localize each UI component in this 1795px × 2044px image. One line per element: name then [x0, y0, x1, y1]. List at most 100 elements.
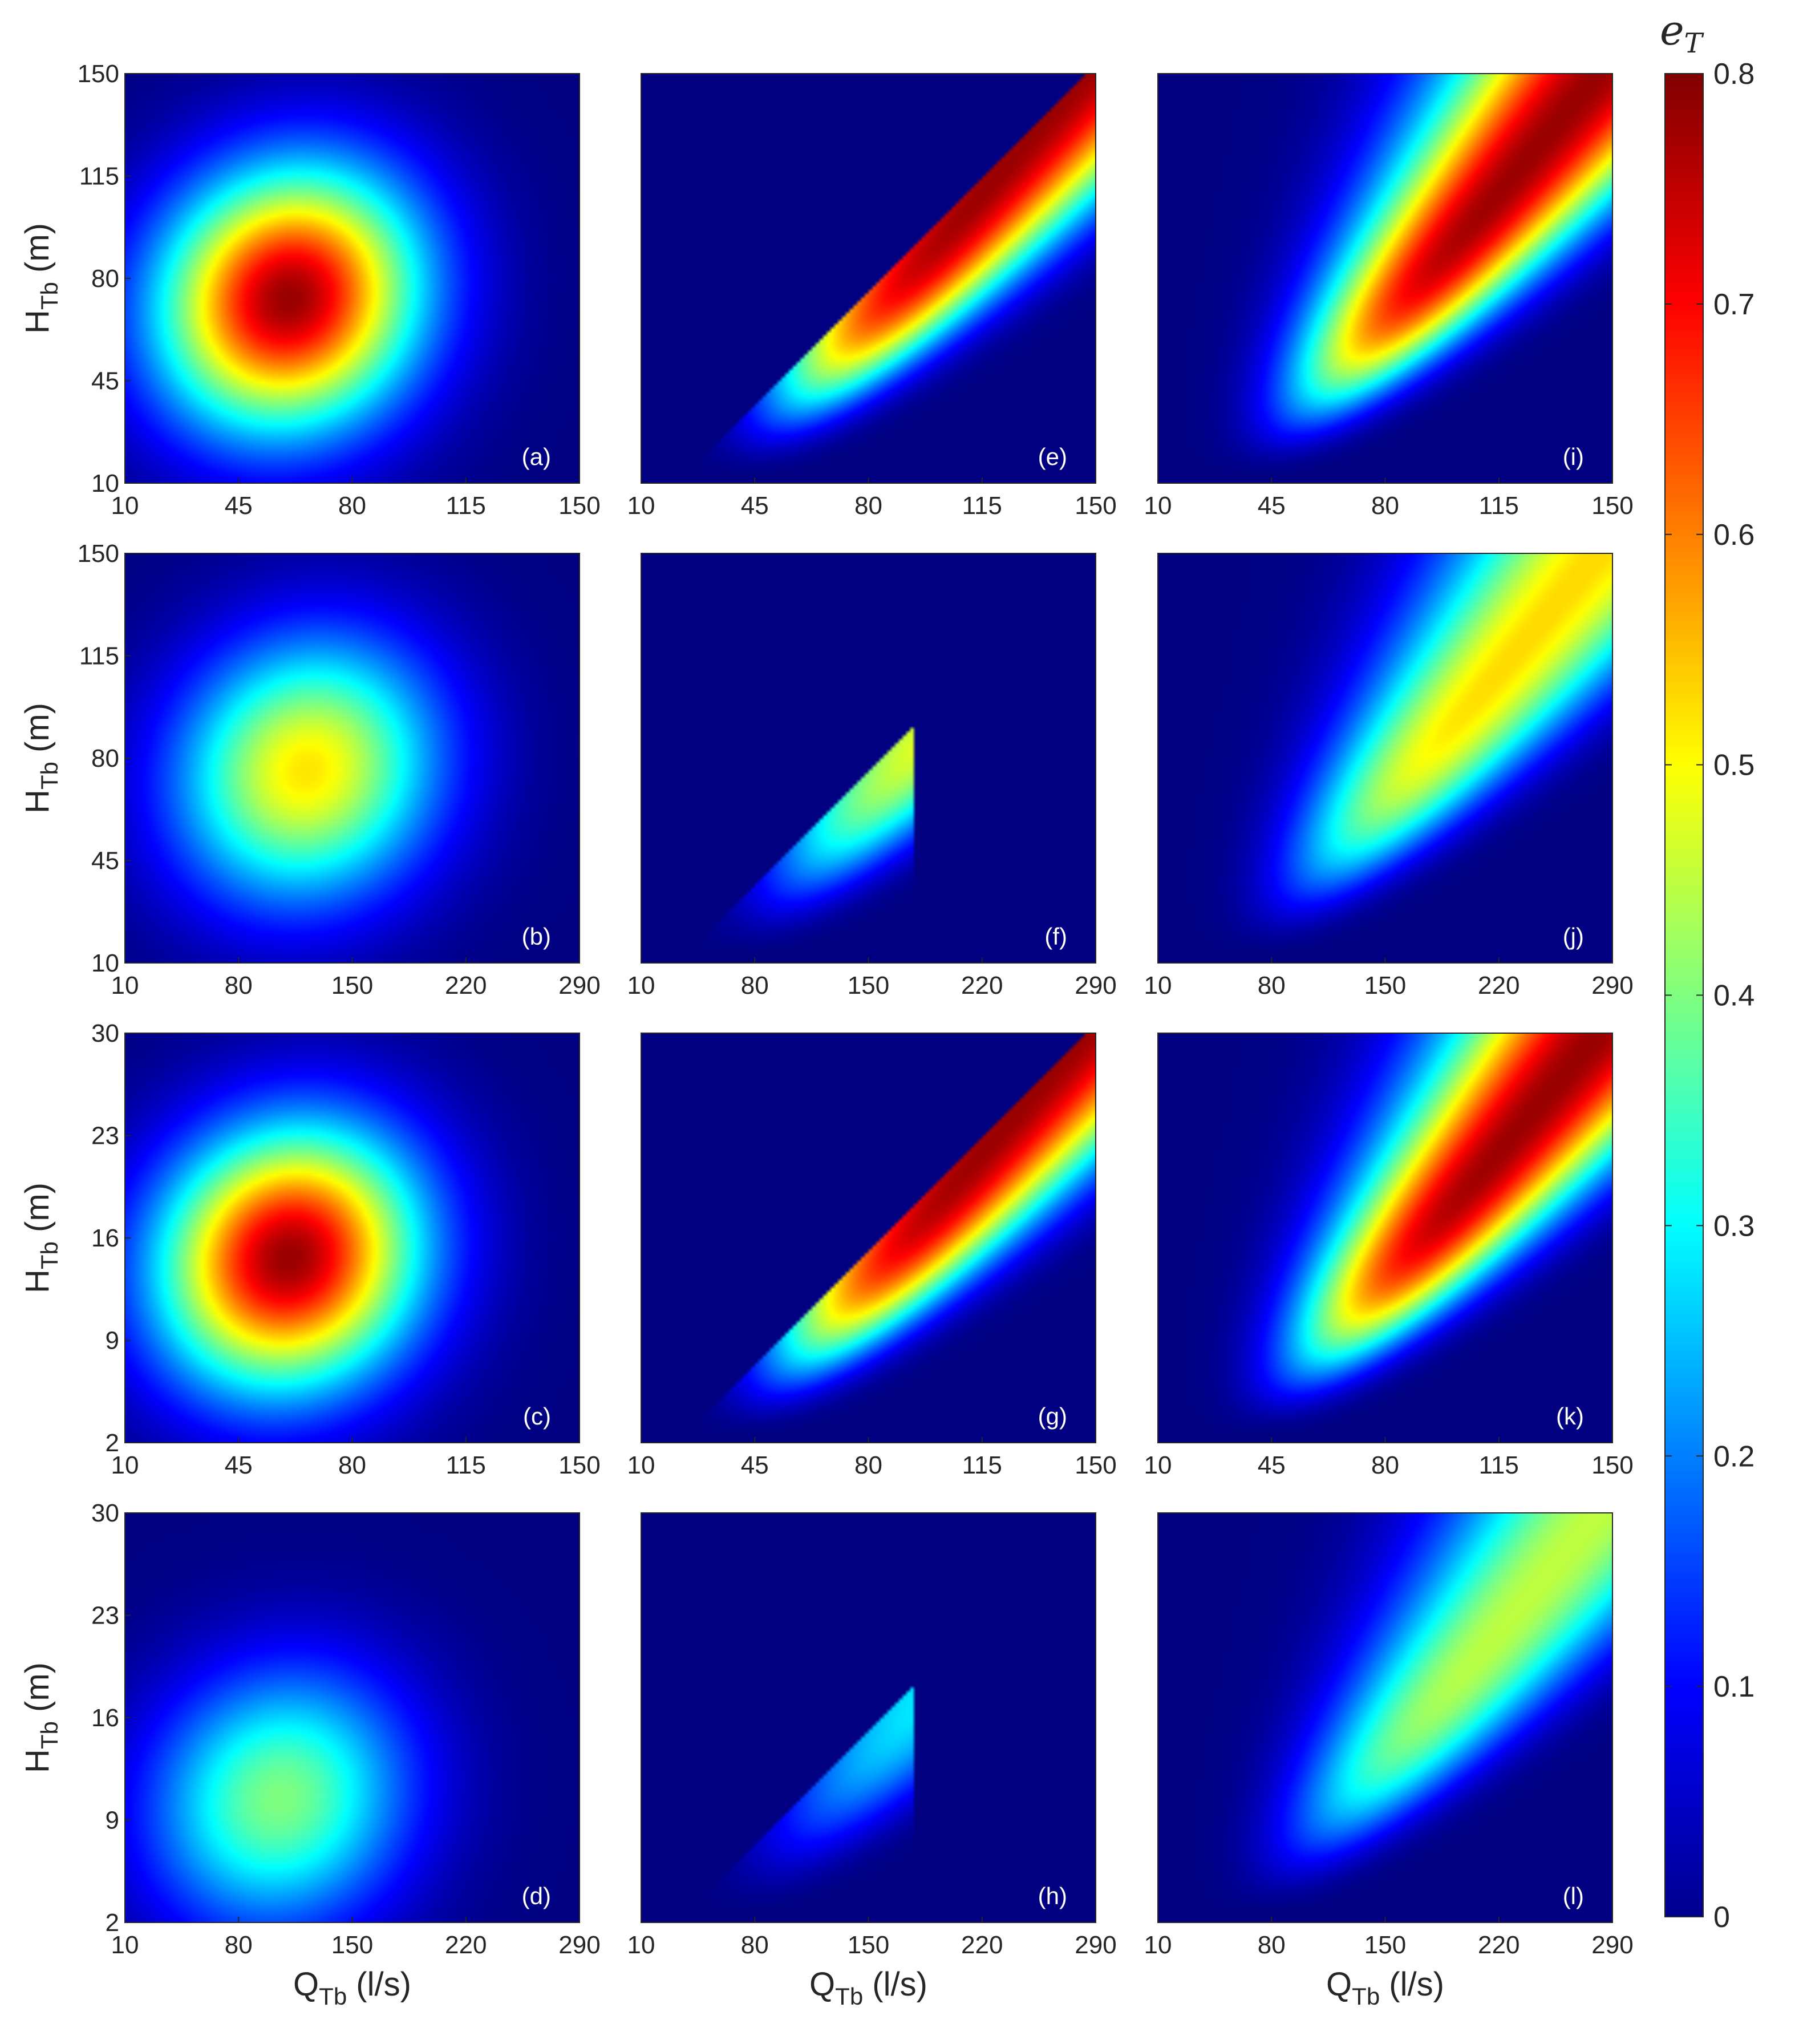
- x-tick-label: 150: [1591, 492, 1633, 520]
- panel-e: 10 45 80 115 150 (e): [627, 73, 1117, 520]
- colorbar-tick-label: 0: [1713, 1901, 1730, 1934]
- x-axis-label: QTb (l/s): [293, 1966, 411, 2010]
- heatmap-image-a: [125, 74, 580, 483]
- colorbar-tick-label: 0.6: [1713, 519, 1755, 552]
- y-tick-label: 9: [106, 1327, 119, 1355]
- y-tick-label: 30: [91, 1499, 119, 1527]
- x-tick-label: 150: [1075, 1451, 1116, 1479]
- y-tick-label: 150: [78, 60, 119, 88]
- panel-label-a: (a): [522, 443, 551, 470]
- panel-label-i: (i): [1563, 443, 1584, 470]
- x-tick-label: 45: [741, 492, 769, 520]
- panel-label-l: (l): [1563, 1883, 1584, 1909]
- x-tick-label: 290: [1591, 972, 1633, 999]
- panel-label-h: (h): [1038, 1883, 1067, 1909]
- x-tick-label: 80: [854, 1451, 882, 1479]
- x-tick-label: 220: [445, 972, 487, 999]
- x-tick-label: 10: [1144, 1931, 1172, 1959]
- y-tick-label: 2: [106, 1429, 119, 1457]
- x-tick-label: 10: [111, 972, 139, 999]
- colorbar-title: eT: [1660, 6, 1704, 59]
- x-tick-label: 290: [1075, 972, 1116, 999]
- x-tick-label: 45: [1258, 1451, 1286, 1479]
- y-axis-label: HTb (m): [19, 703, 63, 813]
- x-tick-label: 150: [1075, 492, 1116, 520]
- x-tick-label: 45: [741, 1451, 769, 1479]
- heatmap-image-i: [1158, 74, 1612, 483]
- x-tick-label: 80: [1258, 1931, 1286, 1959]
- y-tick-label: 2: [106, 1909, 119, 1937]
- x-tick-label: 115: [446, 492, 486, 520]
- x-tick-label: 10: [1144, 492, 1172, 520]
- x-tick-label: 80: [225, 1931, 253, 1959]
- panel-i: 10 45 80 115 150 (i): [1144, 73, 1634, 520]
- panel-label-e: (e): [1038, 443, 1067, 470]
- x-tick-label: 10: [627, 1931, 655, 1959]
- heatmap-image-b: [125, 553, 580, 963]
- x-tick-label: 10: [111, 1451, 139, 1479]
- x-tick-label: 150: [558, 1451, 600, 1479]
- colorbar-tick-label: 0.4: [1713, 979, 1755, 1013]
- x-tick-label: 150: [331, 1931, 373, 1959]
- panel-f: 10 80 150 220 290 (f): [627, 553, 1117, 999]
- x-tick-label: 115: [962, 1451, 1002, 1479]
- panel-label-c: (c): [523, 1403, 551, 1430]
- x-tick-label: 115: [962, 492, 1002, 520]
- y-tick-label: 115: [79, 642, 119, 670]
- y-tick-label: 45: [91, 847, 119, 875]
- x-tick-label: 220: [445, 1931, 487, 1959]
- y-tick-label: 10: [91, 949, 119, 977]
- x-tick-label: 10: [627, 1451, 655, 1479]
- x-tick-label: 80: [854, 492, 882, 520]
- panel-g: 10 45 80 115 150 (g): [627, 1033, 1117, 1479]
- panel-label-k: (k): [1556, 1403, 1584, 1430]
- x-tick-label: 45: [1258, 492, 1286, 520]
- heatmap-image-g: [641, 1033, 1096, 1443]
- panel-label-b: (b): [522, 923, 551, 950]
- x-tick-label: 45: [225, 1451, 253, 1479]
- colorbar-tick-label: 0.7: [1713, 288, 1755, 321]
- x-tick-label: 290: [558, 972, 600, 999]
- x-tick-label: 80: [741, 1931, 769, 1959]
- colorbar-tick-label: 0.3: [1713, 1209, 1755, 1242]
- x-tick-label: 150: [848, 1931, 889, 1959]
- panel-a: 10 45 80 115 150 10 45 80 115 150 (a): [78, 60, 601, 520]
- y-tick-label: 150: [78, 540, 119, 568]
- x-tick-label: 220: [961, 972, 1003, 999]
- x-tick-label: 290: [1075, 1931, 1116, 1959]
- x-tick-label: 80: [225, 972, 253, 999]
- x-tick-label: 10: [627, 492, 655, 520]
- x-tick-label: 10: [1144, 1451, 1172, 1479]
- heatmap-image-j: [1158, 553, 1612, 963]
- panel-h: 10 80 150 220 290 (h): [627, 1512, 1117, 1959]
- heatmap-image-c: [125, 1033, 580, 1443]
- x-tick-label: 80: [338, 1451, 366, 1479]
- heatmap-image-k: [1158, 1033, 1612, 1443]
- y-tick-label: 30: [91, 1019, 119, 1047]
- y-axis-label: HTb (m): [19, 1662, 63, 1773]
- panel-d: 10 80 150 220 290 2 9 16 23 30 (d): [91, 1499, 601, 1959]
- panel-l: 10 80 150 220 290 (l): [1144, 1512, 1634, 1959]
- x-tick-label: 10: [1144, 972, 1172, 999]
- y-tick-label: 115: [79, 163, 119, 191]
- x-tick-label: 290: [1591, 1931, 1633, 1959]
- x-tick-label: 80: [1258, 972, 1286, 999]
- colorbar-tick-label: 0.8: [1713, 58, 1755, 91]
- colorbar: 0 0.1 0.2 0.3 0.4 0.5 0.6 0.7 0.8 eT: [1660, 6, 1755, 1934]
- x-tick-label: 80: [741, 972, 769, 999]
- y-tick-label: 9: [106, 1807, 119, 1835]
- x-tick-label: 80: [338, 492, 366, 520]
- x-tick-label: 150: [1364, 972, 1406, 999]
- heatmap-image-h: [641, 1513, 1096, 1922]
- colorbar-tick-label: 0.5: [1713, 749, 1755, 782]
- x-tick-label: 220: [1478, 1931, 1520, 1959]
- y-tick-label: 16: [91, 1704, 119, 1732]
- y-tick-label: 80: [91, 265, 119, 293]
- x-tick-label: 10: [111, 1931, 139, 1959]
- x-tick-label: 220: [1478, 972, 1520, 999]
- x-tick-label: 115: [446, 1451, 486, 1479]
- axis-labels-layer: HTb (m) HTb (m) HTb (m) HTb (m) QTb (l/s) QTb…: [19, 223, 1444, 2010]
- heatmap-image-l: [1158, 1513, 1612, 1922]
- panel-c: 10 45 80 115 150 2 9 16 23 30 (c): [91, 1019, 601, 1479]
